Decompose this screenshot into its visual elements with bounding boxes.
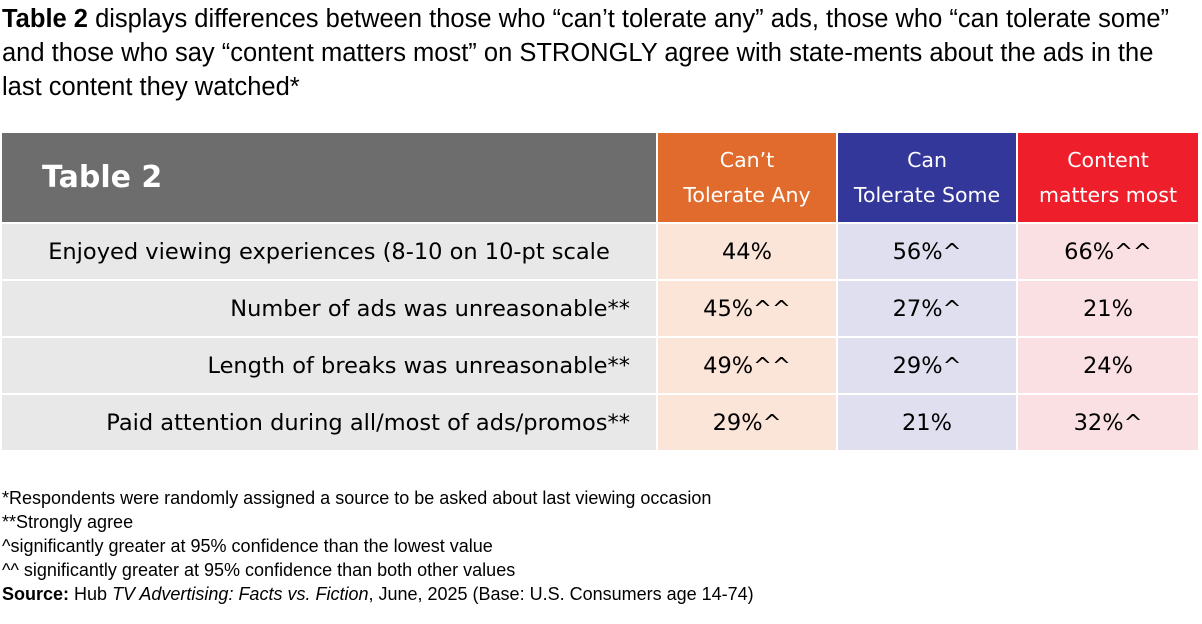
col-header-tolerate-some: Can Tolerate Some bbox=[836, 133, 1016, 222]
col-header-cant-tolerate: Can’t Tolerate Any bbox=[656, 133, 836, 222]
col-header-line2: matters most bbox=[1038, 182, 1178, 207]
row-label: Number of ads was unreasonable** bbox=[2, 279, 656, 336]
col-header-content-matters: Content matters most bbox=[1016, 133, 1198, 222]
footnote-double-caret: ^^ significantly greater at 95% confiden… bbox=[2, 560, 516, 580]
footnote-assignment: *Respondents were randomly assigned a so… bbox=[2, 488, 712, 508]
table-title: Table 2 bbox=[2, 133, 656, 222]
footnotes: *Respondents were randomly assigned a so… bbox=[2, 486, 1198, 606]
table-cell: 21% bbox=[1016, 279, 1198, 336]
col-header-line1: Can bbox=[907, 147, 947, 172]
row-label: Enjoyed viewing experiences (8-10 on 10-… bbox=[2, 222, 656, 279]
table-cell: 21% bbox=[836, 393, 1016, 450]
intro-lead: Table 2 bbox=[2, 5, 88, 33]
source-label: Source: bbox=[2, 584, 70, 604]
footnote-strongly-agree: **Strongly agree bbox=[2, 512, 134, 532]
row-label: Paid attention during all/most of ads/pr… bbox=[2, 393, 656, 450]
col-header-line1: Can’t bbox=[719, 147, 775, 172]
table-cell: 27%^ bbox=[836, 279, 1016, 336]
intro-text: displays differences between those who “… bbox=[2, 5, 1170, 101]
row-label: Length of breaks was unreasonable** bbox=[2, 336, 656, 393]
table-cell: 66%^^ bbox=[1016, 222, 1198, 279]
table-cell: 45%^^ bbox=[656, 279, 836, 336]
source-pre: Hub bbox=[69, 584, 113, 604]
table-cell: 29%^ bbox=[656, 393, 836, 450]
table-cell: 44% bbox=[656, 222, 836, 279]
source-line: Source: Hub TV Advertising: Facts vs. Fi… bbox=[2, 582, 1198, 606]
table-cell: 24% bbox=[1016, 336, 1198, 393]
table-cell: 56%^ bbox=[836, 222, 1016, 279]
intro-paragraph: Table 2 displays differences between tho… bbox=[2, 2, 1198, 104]
comparison-table: Table 2 Can’t Tolerate Any Can Tolerate … bbox=[2, 133, 1198, 450]
col-header-line2: Tolerate Any bbox=[683, 182, 811, 207]
source-title: TV Advertising: Facts vs. Fiction bbox=[112, 584, 369, 604]
table-cell: 32%^ bbox=[1016, 393, 1198, 450]
col-header-line1: Content bbox=[1067, 147, 1149, 172]
footnote-single-caret: ^significantly greater at 95% confidence… bbox=[2, 536, 493, 556]
source-post: , June, 2025 (Base: U.S. Consumers age 1… bbox=[368, 584, 754, 604]
table-cell: 29%^ bbox=[836, 336, 1016, 393]
table-cell: 49%^^ bbox=[656, 336, 836, 393]
col-header-line2: Tolerate Some bbox=[853, 182, 1001, 207]
